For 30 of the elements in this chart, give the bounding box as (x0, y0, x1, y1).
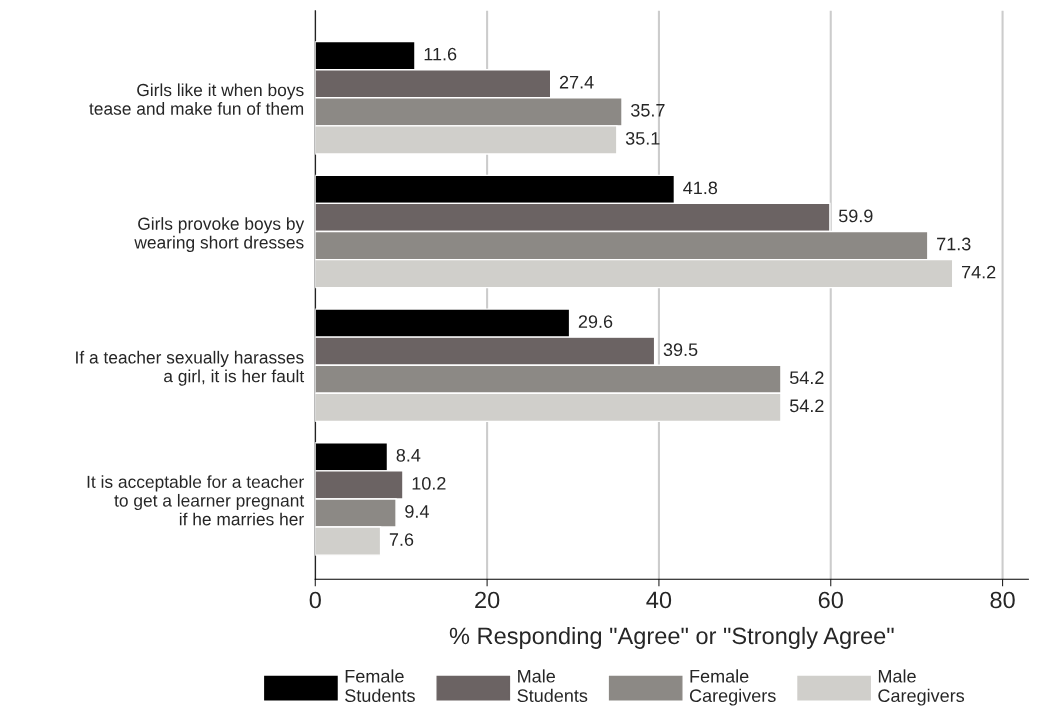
data-label: 9.4 (405, 505, 429, 518)
x-tick-label: 0 (309, 591, 321, 609)
data-label: 41.8 (683, 181, 718, 195)
data-label: 54.2 (789, 371, 824, 385)
y-tick-label: Girls provoke boys by wearing short dresses (134, 217, 305, 253)
data-label: 35.1 (625, 131, 660, 145)
x-tick-label: 20 (475, 591, 500, 609)
x-axis-title: % Responding "Agree" or "Strongly Agree" (449, 626, 894, 649)
x-tick-label: 60 (818, 591, 843, 609)
data-label: 39.5 (663, 343, 698, 357)
data-label: 71.3 (937, 237, 971, 251)
data-label: 35.7 (631, 103, 665, 117)
legend-label: Male Caregivers (878, 669, 965, 706)
data-label: 59.9 (838, 209, 873, 223)
data-label: 11.6 (424, 47, 457, 61)
data-label: 10.2 (412, 476, 446, 490)
x-tick-label: 40 (646, 591, 672, 609)
legend-label: Female Caregivers (689, 669, 776, 706)
data-label: 8.4 (396, 448, 421, 462)
data-label: 29.6 (578, 315, 613, 328)
data-label: 54.2 (789, 399, 824, 413)
data-label: 7.6 (389, 533, 414, 546)
data-label: 74.2 (962, 265, 996, 279)
data-label: 27.4 (559, 75, 594, 89)
legend-label: Male Students (517, 669, 588, 703)
y-tick-label: If a teacher sexually harasses a girl, it is her fault (76, 350, 305, 386)
y-tick-label: Girls like it when boys tease and make fun of them (89, 83, 304, 115)
x-tick-label: 80 (990, 591, 1015, 609)
legend-label: Female Students (345, 669, 415, 703)
y-tick-label: It is acceptable for a teacher to get a learner pregnant if he marries her (87, 475, 305, 526)
